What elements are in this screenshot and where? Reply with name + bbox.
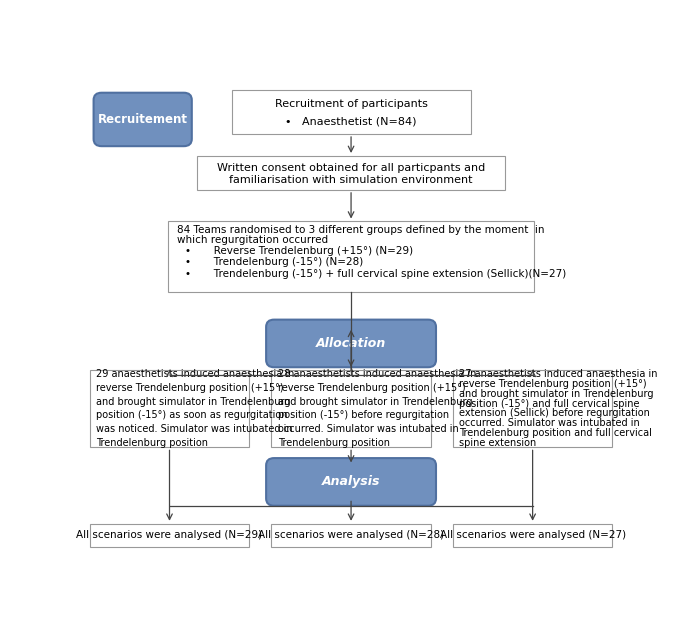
Text: •   Anaesthetist (N=84): • Anaesthetist (N=84) (286, 117, 416, 127)
FancyBboxPatch shape (453, 370, 612, 447)
Text: position (-15°) and full cervical spine: position (-15°) and full cervical spine (460, 399, 640, 409)
Text: occurred. Simulator was intubated in: occurred. Simulator was intubated in (460, 418, 640, 428)
FancyBboxPatch shape (90, 370, 249, 447)
Text: position (-15°) as soon as regurgitation: position (-15°) as soon as regurgitation (96, 410, 288, 420)
FancyBboxPatch shape (266, 320, 436, 367)
Text: familiarisation with simulation environment: familiarisation with simulation environm… (229, 175, 473, 186)
FancyBboxPatch shape (271, 370, 431, 447)
FancyBboxPatch shape (197, 156, 505, 190)
FancyBboxPatch shape (266, 458, 436, 505)
Text: Allocation: Allocation (316, 337, 386, 350)
Text: All scenarios were analysed (N=27): All scenarios were analysed (N=27) (440, 530, 625, 540)
Text: •       Trendelenburg (-15°) + full cervical spine extension (Sellick)(N=27): • Trendelenburg (-15°) + full cervical s… (186, 269, 566, 279)
Text: All scenarios were analysed (N=28): All scenarios were analysed (N=28) (258, 530, 444, 540)
FancyBboxPatch shape (271, 524, 431, 547)
Text: was noticed. Simulator was intubated in: was noticed. Simulator was intubated in (96, 424, 293, 434)
Text: 28 anaesthetists induced anaesthesia in: 28 anaesthetists induced anaesthesia in (278, 369, 476, 379)
Text: 29 anaesthetists induced anaesthesia in: 29 anaesthetists induced anaesthesia in (96, 369, 295, 379)
Text: and brought simulator in Trendelenburg: and brought simulator in Trendelenburg (96, 397, 290, 407)
FancyBboxPatch shape (90, 524, 249, 547)
Text: Trendelenburg position: Trendelenburg position (96, 438, 208, 448)
Text: which regurgitation occurred: which regurgitation occurred (177, 235, 329, 245)
FancyBboxPatch shape (94, 93, 192, 146)
Text: Recruitment of participants: Recruitment of participants (275, 99, 427, 109)
Text: •       Reverse Trendelenburg (+15°) (N=29): • Reverse Trendelenburg (+15°) (N=29) (186, 246, 414, 256)
Text: Trendelenburg position: Trendelenburg position (278, 438, 390, 448)
Text: reverse Trendelenburg position (+15°): reverse Trendelenburg position (+15°) (278, 383, 465, 393)
Text: extension (Sellick) before regurgitation: extension (Sellick) before regurgitation (460, 408, 650, 418)
FancyBboxPatch shape (168, 221, 534, 292)
Text: 84 Teams randomised to 3 different groups defined by the moment  in: 84 Teams randomised to 3 different group… (177, 225, 545, 235)
Text: Written consent obtained for all particpants and: Written consent obtained for all particp… (217, 163, 485, 173)
Text: Analysis: Analysis (322, 475, 380, 488)
Text: All scenarios were analysed (N=29): All scenarios were analysed (N=29) (77, 530, 262, 540)
Text: and brought simulator in Trendelenburg: and brought simulator in Trendelenburg (460, 389, 654, 399)
Text: and brought simulator in Trendelenburg: and brought simulator in Trendelenburg (278, 397, 472, 407)
Text: position (-15°) before regurgitation: position (-15°) before regurgitation (278, 410, 449, 420)
Text: Trendelenburg position and full cervical: Trendelenburg position and full cervical (460, 428, 652, 438)
Text: reverse Trendelenburg position (+15°): reverse Trendelenburg position (+15°) (460, 379, 647, 389)
FancyBboxPatch shape (453, 524, 612, 547)
Text: Recruitement: Recruitement (98, 113, 188, 126)
FancyBboxPatch shape (232, 90, 471, 134)
Text: occurred. Simulator was intubated in: occurred. Simulator was intubated in (278, 424, 458, 434)
Text: spine extension: spine extension (460, 438, 536, 448)
Text: reverse Trendelenburg position (+15°): reverse Trendelenburg position (+15°) (96, 383, 284, 393)
Text: 27 anaesthetists induced anaesthesia in: 27 anaesthetists induced anaesthesia in (460, 369, 658, 379)
Text: •       Trendelenburg (-15°) (N=28): • Trendelenburg (-15°) (N=28) (186, 257, 364, 267)
